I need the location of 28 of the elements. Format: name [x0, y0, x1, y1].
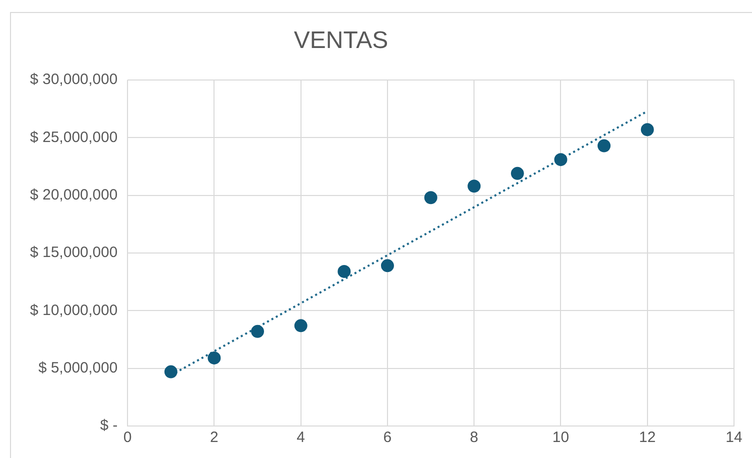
point — [294, 319, 308, 332]
y-tick-label: $ 5,000,000 — [38, 359, 118, 376]
y-tick-label: $ - — [100, 417, 118, 434]
point — [468, 180, 481, 193]
point — [554, 153, 568, 166]
point — [640, 123, 654, 136]
x-tick-label: 12 — [639, 429, 656, 446]
point — [380, 259, 394, 272]
y-tick-label: $ 15,000,000 — [30, 244, 118, 262]
x-tick-label: 14 — [726, 429, 742, 446]
y-tick-label: $ 10,000,000 — [30, 302, 118, 319]
point — [164, 365, 178, 378]
x-tick-label: 10 — [552, 429, 570, 446]
y-tick-label: $ 20,000,000 — [30, 186, 118, 204]
point — [510, 166, 524, 180]
x-tick-label: 8 — [470, 429, 478, 446]
x-tick-label: 0 — [123, 429, 132, 446]
point — [598, 139, 611, 152]
point — [208, 351, 221, 364]
point — [251, 324, 264, 338]
chart-title: VENTAS — [292, 27, 390, 55]
point — [424, 191, 438, 204]
y-tick-label: $ 30,000,000 — [30, 71, 118, 88]
y-tick-label: $ 25,000,000 — [30, 128, 118, 146]
x-tick-label: 6 — [383, 429, 392, 446]
x-tick-label: 2 — [210, 429, 218, 446]
point — [338, 264, 351, 278]
x-tick-label: 4 — [296, 429, 306, 446]
